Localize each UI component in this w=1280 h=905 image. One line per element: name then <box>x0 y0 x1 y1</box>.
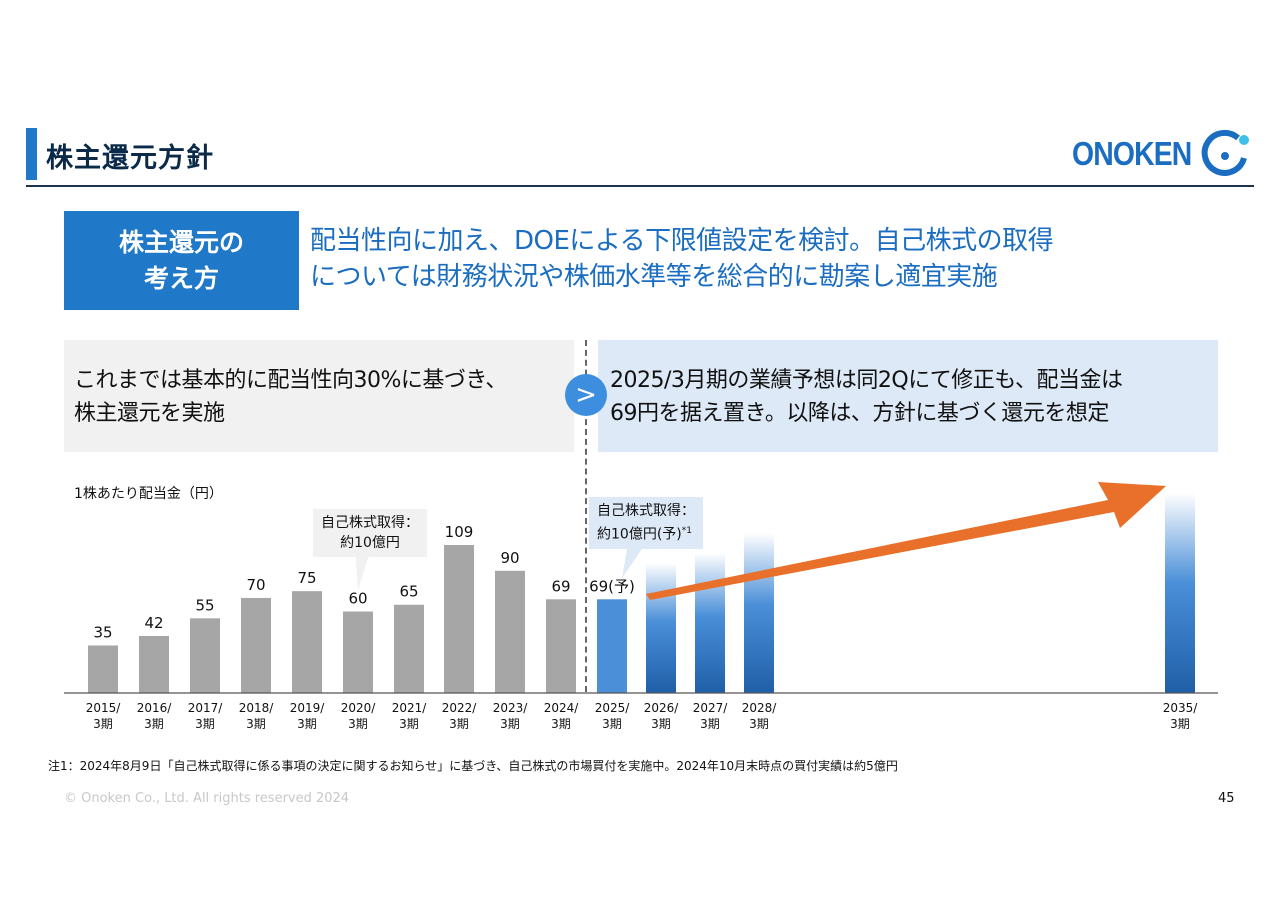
concept-statement: 配当性向に加え、DOEによる下限値設定を検討。自己株式の取得 については財務状況… <box>310 223 1210 295</box>
x-tick-label: 2019/ <box>290 701 326 715</box>
x-tick-label: 3期 <box>551 717 571 731</box>
x-tick-label: 3期 <box>195 717 215 731</box>
concept-text-line2: については財務状況や株価水準等を総合的に勘案し適宜実施 <box>310 262 998 292</box>
footnote: 注1：2024年8月9日「自己株式取得に係る事項の決定に関するお知らせ」に基づき… <box>48 759 898 773</box>
x-tick-label: 3期 <box>246 717 266 731</box>
x-tick-label: 3期 <box>144 717 164 731</box>
y-axis-label: 1株あたり配当金（円） <box>74 486 223 502</box>
page-title: 株主還元方針 <box>46 143 214 174</box>
bar <box>597 599 627 693</box>
x-tick-label: 2020/ <box>341 701 377 715</box>
data-label: 90 <box>500 549 519 567</box>
x-tick-label: 2017/ <box>188 701 224 715</box>
past-buyback-callout: 自己株式取得： 約10億円 <box>313 509 427 557</box>
data-label: 65 <box>399 583 418 601</box>
footnote-marker: *1 <box>681 526 692 536</box>
x-tick-label: 3期 <box>1170 717 1190 731</box>
past-policy-panel <box>64 340 574 452</box>
concept-label-box: 株主還元の 考え方 <box>64 211 299 310</box>
copyright: © Onoken Co., Ltd. All rights reserved 2… <box>64 791 350 806</box>
future-callout-line2: 約10億円(予)*1 <box>597 521 695 545</box>
x-tick-label: 2022/ <box>442 701 478 715</box>
data-label: 55 <box>195 596 214 614</box>
period-divider <box>585 340 587 692</box>
concept-label-line2: 考え方 <box>143 263 219 293</box>
x-tick-label: 3期 <box>651 717 671 731</box>
x-tick-label: 3期 <box>399 717 419 731</box>
data-label: 70 <box>246 576 265 594</box>
bar <box>394 604 424 693</box>
data-label: 42 <box>144 614 163 632</box>
title-divider <box>26 185 1254 187</box>
data-label: 69(予) <box>589 577 635 595</box>
bar <box>88 645 118 693</box>
past-callout-line2: 約10億円 <box>340 535 400 551</box>
past-callout-line1: 自己株式取得： <box>321 515 419 531</box>
x-tick-label: 2026/ <box>644 701 680 715</box>
future-buyback-callout: 自己株式取得： 約10億円(予)*1 <box>589 497 703 549</box>
data-label: 109 <box>445 523 474 541</box>
future-callout-line1: 自己株式取得： <box>597 503 695 519</box>
future-policy-panel <box>598 340 1218 452</box>
future-policy-line2: 69円を据え置き。以降は、方針に基づく還元を想定 <box>610 401 1109 426</box>
x-tick-label: 3期 <box>700 717 720 731</box>
data-label: 35 <box>93 623 112 641</box>
x-tick-label: 2021/ <box>392 701 428 715</box>
bar <box>241 597 271 693</box>
x-tick-label: 2035/ <box>1163 701 1199 715</box>
data-label: 69 <box>551 577 570 595</box>
data-label: 75 <box>297 569 316 587</box>
concept-text-line1: 配当性向に加え、DOEによる下限値設定を検討。自己株式の取得 <box>310 226 1054 256</box>
future-callout-amount: 約10億円(予) <box>597 526 682 543</box>
x-tick-label: 3期 <box>348 717 368 731</box>
future-callout-pointer <box>622 543 646 578</box>
x-tick-label: 3期 <box>449 717 469 731</box>
bar <box>292 591 322 693</box>
past-policy-text: これまでは基本的に配当性向30%に基づき、 株主還元を実施 <box>74 364 507 430</box>
x-tick-label: 3期 <box>602 717 622 731</box>
growth-arrow <box>646 482 1166 600</box>
title-accent-bar <box>26 128 37 180</box>
page-number: 45 <box>1218 791 1235 806</box>
x-tick-label: 2025/ <box>595 701 631 715</box>
logo-mark-icon <box>1201 129 1249 176</box>
past-policy-line1: これまでは基本的に配当性向30%に基づき、 <box>74 368 507 393</box>
x-tick-label: 3期 <box>93 717 113 731</box>
x-tick-label: 2028/ <box>742 701 778 715</box>
bar <box>139 635 169 693</box>
bar <box>444 545 474 693</box>
past-callout-pointer <box>355 549 371 590</box>
past-policy-line2: 株主還元を実施 <box>74 401 225 426</box>
x-tick-label: 2018/ <box>239 701 275 715</box>
x-tick-label: 3期 <box>297 717 317 731</box>
x-tick-label: 3期 <box>749 717 769 731</box>
bar <box>343 611 373 693</box>
company-logo: ONOKEN <box>1072 128 1249 180</box>
bar <box>190 618 220 693</box>
bar <box>495 570 525 693</box>
dividend-chart: 35 42 55 70 75 60 65 109 90 69 69(予) 2015/3期 2016/3… <box>64 493 1218 731</box>
x-tick-label: 3期 <box>500 717 520 731</box>
concept-label-line1: 株主還元の <box>118 227 244 257</box>
x-tick-label: 2016/ <box>137 701 173 715</box>
bar <box>1165 493 1195 693</box>
x-tick-label: 2024/ <box>544 701 580 715</box>
x-tick-label: 2023/ <box>493 701 529 715</box>
bar <box>546 599 576 693</box>
data-label: 60 <box>348 590 367 608</box>
x-tick-label: 2027/ <box>693 701 729 715</box>
future-policy-text: 2025/3月期の業績予想は同2Qにて修正も、配当金は 69円を据え置き。以降は… <box>610 364 1123 430</box>
bar <box>646 563 676 693</box>
x-tick-label: 2015/ <box>86 701 122 715</box>
bar <box>744 533 774 693</box>
logo-text: ONOKEN <box>1072 135 1192 172</box>
bar <box>695 553 725 693</box>
chevron-right-icon: > <box>565 374 607 416</box>
future-policy-line1: 2025/3月期の業績予想は同2Qにて修正も、配当金は <box>610 368 1123 393</box>
